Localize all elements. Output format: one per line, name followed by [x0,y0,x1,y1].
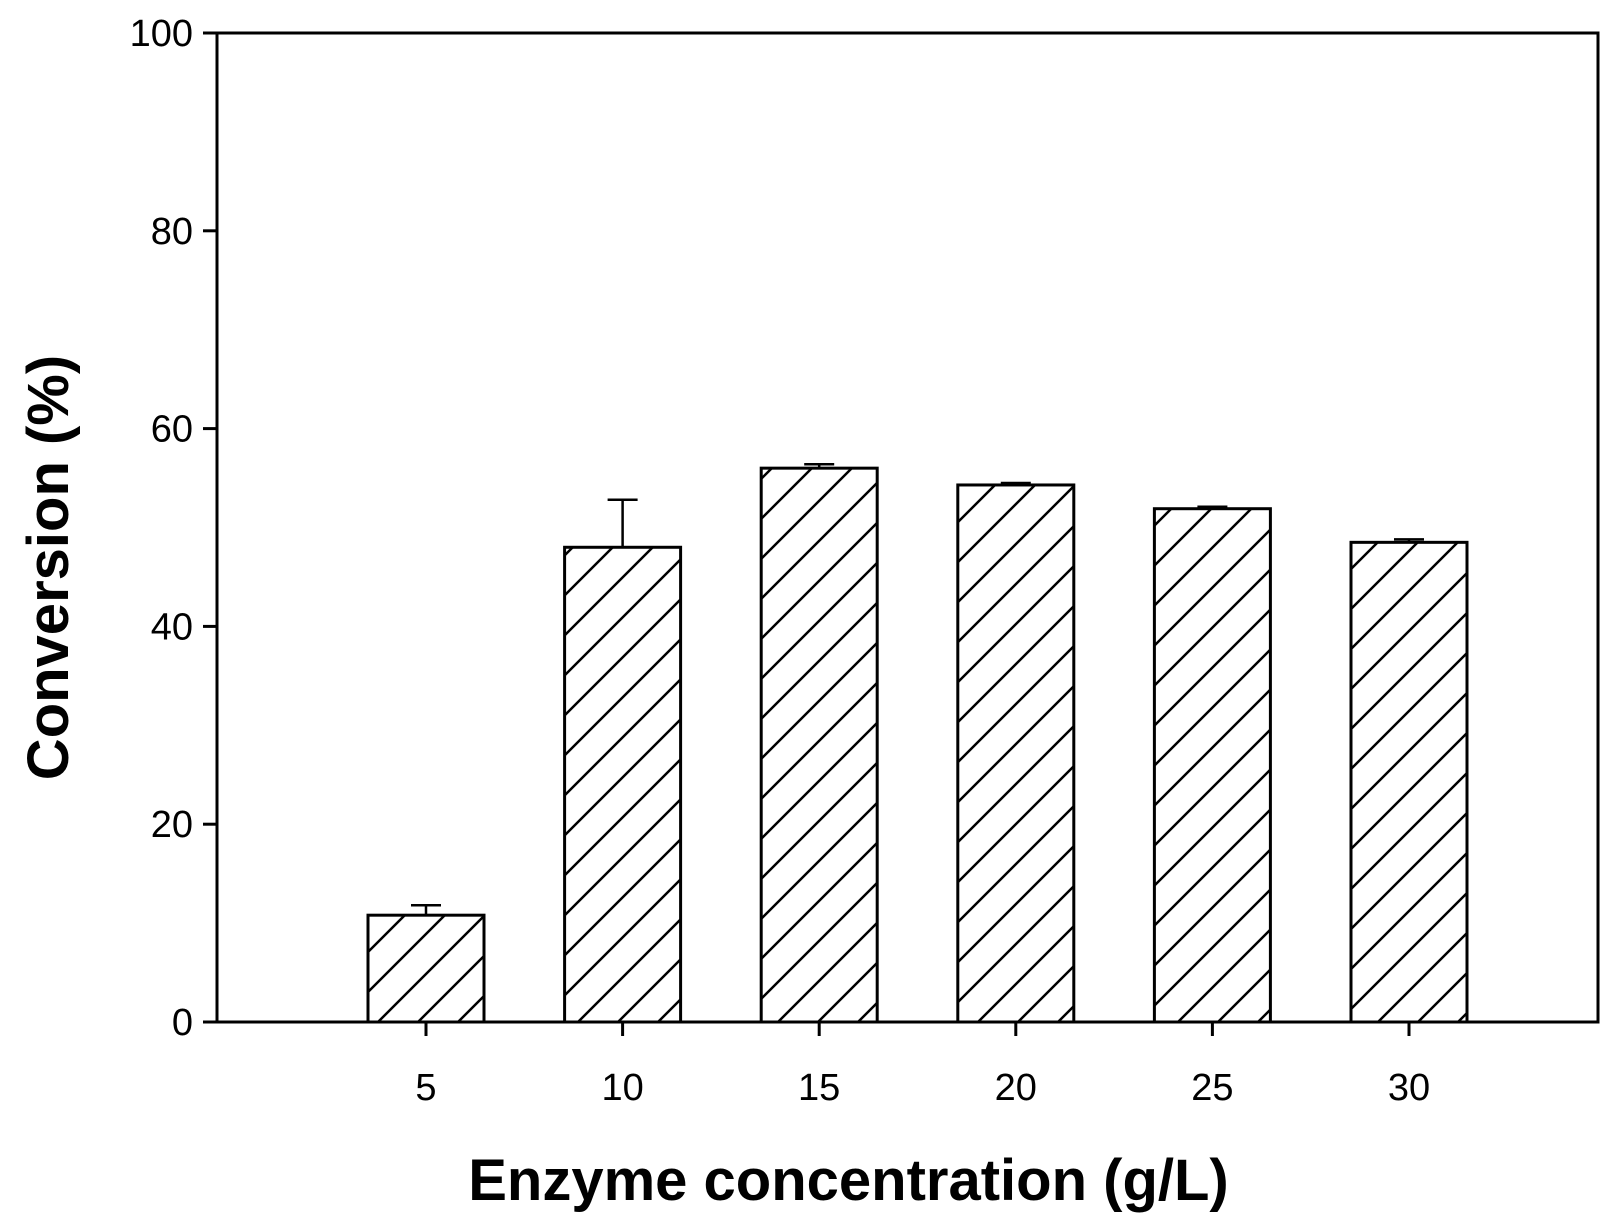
y-tick-label: 80 [151,211,193,253]
x-tick-label: 15 [798,1067,840,1109]
x-axis-title: Enzyme concentration (g/L) [468,1148,1229,1213]
bar [956,483,1076,1024]
x-tick-label: 20 [995,1067,1037,1109]
y-tick-label: 20 [151,804,193,846]
y-tick-label: 0 [172,1002,193,1044]
y-axis: 0 20 40 60 80 100 [130,13,217,1044]
bar [563,545,683,1024]
y-tick-label: 40 [151,606,193,648]
plot-frame [215,31,1600,1024]
bar [759,466,879,1024]
x-tick-label: 25 [1191,1067,1233,1109]
bar [366,913,486,1024]
bar [1349,540,1469,1024]
x-tick-label: 5 [415,1067,436,1109]
y-tick-label: 100 [130,13,193,55]
y-tick-label: 60 [151,409,193,451]
bars-layer [366,466,1469,1024]
x-tick-label: 10 [601,1067,643,1109]
error-bars-layer [411,462,1424,916]
x-tick-label: 30 [1388,1067,1430,1109]
x-axis: 5 10 15 20 25 30 [415,1022,1430,1109]
bar [1152,507,1272,1024]
y-axis-title: Conversion (%) [16,355,81,780]
